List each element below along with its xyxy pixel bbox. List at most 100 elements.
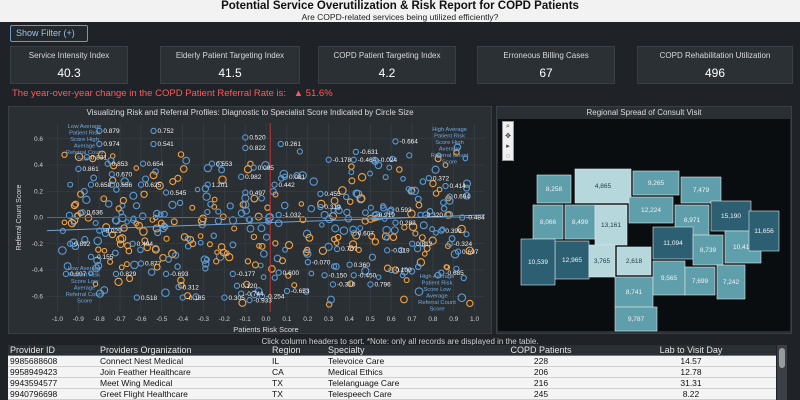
- scatter-point[interactable]: [302, 229, 312, 239]
- scatter-point[interactable]: [380, 204, 387, 212]
- scatter-point[interactable]: [466, 299, 474, 308]
- scatter-point[interactable]: [368, 232, 376, 240]
- labeled-point[interactable]: [96, 227, 103, 234]
- labeled-point[interactable]: [162, 270, 170, 278]
- scatter-point[interactable]: [168, 200, 177, 209]
- scatter-point[interactable]: [453, 265, 460, 273]
- scatter-point[interactable]: [383, 264, 392, 272]
- scatter-point[interactable]: [139, 227, 148, 236]
- scatter-point[interactable]: [305, 233, 314, 242]
- map-region[interactable]: [588, 244, 616, 278]
- labeled-point[interactable]: [283, 287, 291, 295]
- scatter-point[interactable]: [177, 151, 185, 158]
- scatter-point[interactable]: [302, 248, 310, 256]
- scatter-point[interactable]: [192, 293, 200, 301]
- scatter-point[interactable]: [256, 243, 262, 249]
- labeled-point[interactable]: [446, 240, 453, 247]
- labeled-point[interactable]: [454, 248, 462, 255]
- scatter-point[interactable]: [463, 231, 470, 238]
- labeled-point[interactable]: [383, 247, 391, 254]
- scatter-point[interactable]: [238, 298, 247, 307]
- labeled-point[interactable]: [277, 140, 284, 148]
- scatter-point[interactable]: [180, 233, 189, 241]
- scatter-point[interactable]: [149, 171, 158, 180]
- labeled-point[interactable]: [208, 160, 216, 167]
- scatter-point[interactable]: [176, 199, 184, 207]
- labeled-point[interactable]: [79, 209, 86, 216]
- labeled-point[interactable]: [137, 181, 145, 188]
- labeled-point[interactable]: [108, 171, 115, 178]
- scatter-point[interactable]: [330, 207, 336, 214]
- map-region[interactable]: [652, 226, 694, 260]
- scatter-point[interactable]: [206, 241, 213, 248]
- scatter-point[interactable]: [279, 169, 289, 179]
- labeled-point[interactable]: [83, 153, 90, 161]
- scatter-point[interactable]: [194, 186, 201, 193]
- scatter-point[interactable]: [104, 200, 113, 208]
- scatter-point[interactable]: [343, 208, 351, 216]
- scatter-point[interactable]: [153, 209, 161, 218]
- scatter-point[interactable]: [462, 155, 469, 162]
- scatter-point[interactable]: [434, 155, 442, 163]
- scatter-point[interactable]: [349, 240, 358, 249]
- scatter-point[interactable]: [82, 195, 91, 205]
- scatter-plot[interactable]: -1.0 -0.9 -0.8 -0.7 -0.6 -0.5 -0.4 -0.3 -0.2 -0.1…: [9, 107, 493, 335]
- labeled-point[interactable]: [75, 165, 82, 173]
- scatter-point[interactable]: [90, 174, 98, 182]
- scatter-point[interactable]: [80, 187, 88, 195]
- scatter-point[interactable]: [138, 212, 147, 220]
- scatter-point[interactable]: [120, 177, 129, 186]
- scatter-point[interactable]: [109, 176, 117, 185]
- scatter-point[interactable]: [211, 196, 218, 203]
- scatter-point[interactable]: [182, 156, 191, 165]
- scatter-point[interactable]: [429, 179, 437, 188]
- scatter-point[interactable]: [100, 286, 109, 295]
- labeled-point[interactable]: [317, 190, 324, 198]
- scatter-point[interactable]: [202, 260, 210, 268]
- scatter-point[interactable]: [189, 204, 196, 211]
- labeled-point[interactable]: [242, 189, 249, 196]
- scatter-point[interactable]: [219, 213, 227, 221]
- table-row[interactable]: 9985688608 Connect Nest Medical IL Telev…: [8, 355, 776, 367]
- scatter-point[interactable]: [61, 219, 68, 226]
- labeled-point[interactable]: [346, 261, 353, 268]
- scatter-point[interactable]: [169, 178, 177, 186]
- labeled-point[interactable]: [417, 211, 424, 219]
- scatter-point[interactable]: [439, 226, 446, 233]
- scatter-point[interactable]: [326, 295, 335, 304]
- scatter-point[interactable]: [147, 268, 156, 276]
- scatter-point[interactable]: [462, 179, 472, 188]
- column-header-copd-patients[interactable]: COPD Patients: [476, 345, 606, 356]
- scatter-point[interactable]: [65, 211, 74, 219]
- scatter-point[interactable]: [241, 200, 250, 209]
- scatter-point[interactable]: [154, 229, 162, 237]
- scatter-point[interactable]: [126, 275, 134, 283]
- labeled-point[interactable]: [438, 269, 445, 276]
- scatter-point[interactable]: [318, 246, 328, 255]
- map-region[interactable]: [574, 168, 632, 204]
- map-region[interactable]: [684, 266, 716, 296]
- scatter-point[interactable]: [258, 242, 266, 250]
- scatter-point[interactable]: [408, 222, 418, 232]
- scatter-point[interactable]: [155, 181, 164, 190]
- scatter-point[interactable]: [226, 202, 234, 210]
- scatter-point[interactable]: [254, 212, 263, 221]
- scatter-point[interactable]: [251, 261, 259, 269]
- labeled-point[interactable]: [459, 214, 466, 221]
- scatter-point[interactable]: [107, 258, 114, 265]
- scatter-point[interactable]: [268, 265, 276, 273]
- map-region[interactable]: [680, 176, 722, 204]
- scatter-point[interactable]: [231, 225, 238, 232]
- scatter-point[interactable]: [367, 170, 373, 177]
- scatter-point[interactable]: [202, 265, 209, 272]
- scatter-point[interactable]: [141, 175, 150, 183]
- labeled-point[interactable]: [112, 270, 120, 278]
- scatter-point[interactable]: [199, 214, 207, 223]
- scatter-point[interactable]: [396, 166, 403, 173]
- scatter-point[interactable]: [250, 233, 258, 241]
- scatter-point[interactable]: [412, 230, 419, 237]
- labeled-point[interactable]: [242, 144, 249, 152]
- labeled-point[interactable]: [325, 156, 332, 163]
- scatter-point[interactable]: [303, 288, 310, 295]
- scatter-point[interactable]: [357, 225, 364, 232]
